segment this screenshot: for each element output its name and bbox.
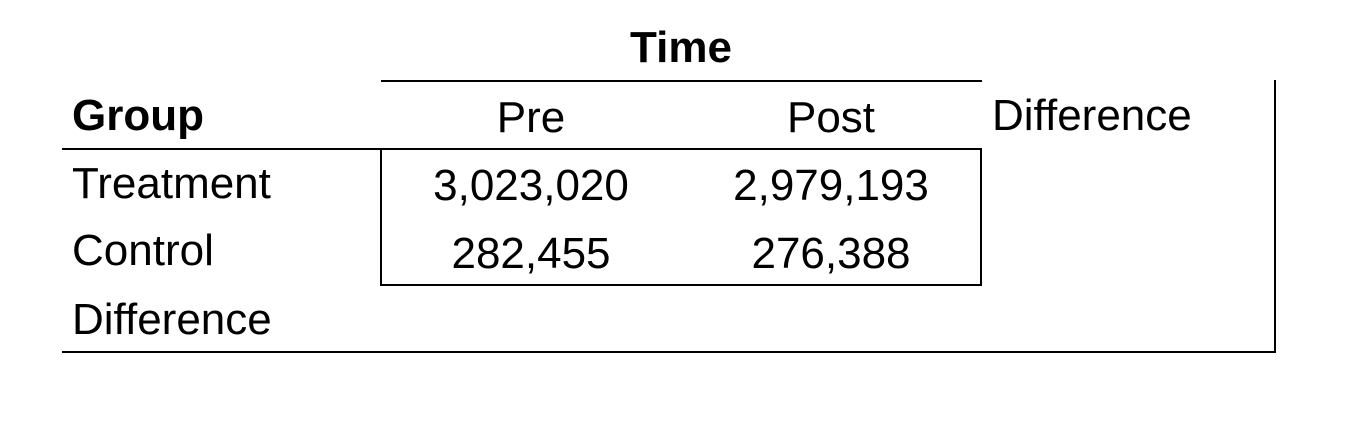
box-left-border (380, 148, 382, 286)
box-right-border (980, 148, 982, 286)
group-header: Group (72, 91, 204, 140)
cell-treatment-pre: 3,023,020 (433, 161, 629, 210)
box-bottom-border (380, 284, 982, 286)
cell-treatment-post: 2,979,193 (733, 161, 929, 210)
cell-control-pre: 282,455 (451, 229, 611, 278)
column-header-difference: Difference (992, 91, 1192, 140)
cell-control-post: 276,388 (751, 229, 911, 278)
row-label-difference: Difference (72, 295, 272, 344)
time-underline (381, 80, 982, 82)
time-header: Time (630, 23, 732, 72)
column-header-pre: Pre (496, 93, 566, 142)
row-label-control: Control (72, 226, 214, 275)
row-label-treatment: Treatment (72, 159, 271, 208)
column-header-post: Post (786, 93, 876, 142)
header-bottom-rule (62, 148, 982, 150)
table-bottom-rule (62, 351, 1276, 353)
right-border (1274, 80, 1276, 353)
